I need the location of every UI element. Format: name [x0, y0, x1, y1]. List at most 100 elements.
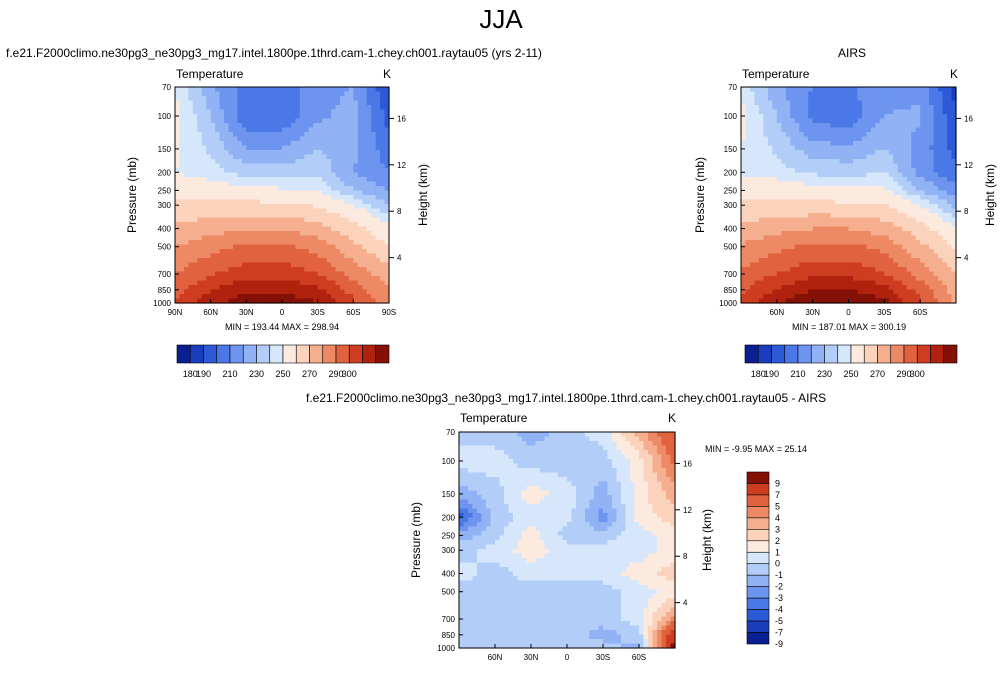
panel-2-data-cell: [893, 114, 899, 120]
panel-2-data-cell: [758, 271, 764, 277]
panel-2-data-cell: [830, 87, 836, 93]
panel-1-data-cell: [237, 136, 243, 142]
panel-2-data-cell: [803, 276, 809, 282]
panel-2-data-cell: [879, 213, 885, 219]
panel-1-data-cell: [357, 118, 363, 124]
panel-1-data-cell: [273, 258, 279, 264]
panel-1-data-cell: [264, 172, 270, 178]
panel-2-data-cell: [875, 87, 881, 93]
panel-1-data-cell: [286, 217, 292, 223]
panel-1-data-cell: [215, 91, 221, 97]
panel-2-data-cell: [947, 154, 953, 160]
panel-2-data-cell: [767, 190, 773, 196]
panel-1-data-cell: [232, 141, 239, 147]
panel-2-data-cell: [758, 258, 764, 264]
panel-1-data-cell: [259, 105, 265, 111]
panel-2-data-cell: [803, 154, 809, 160]
panel-2-data-cell: [808, 177, 814, 183]
panel-2-data-cell: [781, 276, 787, 282]
panel-1-data-cell: [215, 235, 221, 241]
panel-2-data-cell: [839, 249, 845, 255]
panel-1-data-cell: [237, 186, 243, 192]
panel-1-data-cell: [331, 208, 337, 214]
panel-2-data-cell: [920, 123, 926, 129]
panel-1-data-cell: [246, 235, 252, 241]
panel-1-data-cell: [259, 258, 265, 264]
panel-1-data-cell: [224, 298, 230, 304]
panel-2-data-cell: [852, 186, 859, 192]
panel-2-data-cell: [942, 271, 948, 277]
panel-2-data-cell: [888, 163, 894, 169]
panel-2-data-cell: [781, 91, 787, 97]
panel-1-data-cell: [201, 181, 207, 187]
panel-1-data-cell: [210, 249, 216, 255]
panel-1-data-cell: [339, 96, 346, 102]
panel-1-data-cell: [366, 177, 372, 183]
panel-1-data-cell: [299, 118, 305, 124]
panel-1-data-cell: [179, 145, 185, 151]
panel-2-data-cell: [848, 258, 854, 264]
panel-2-data-cell: [794, 109, 800, 115]
panel-1-data-cell: [371, 285, 377, 291]
panel-2-data-cell: [924, 177, 930, 183]
height-tick-label: 8: [964, 207, 969, 216]
panel-2-data-cell: [808, 186, 814, 192]
panel-1-data-cell: [286, 87, 292, 93]
panel-2-data-cell: [884, 163, 890, 169]
panel-2-data-cell: [861, 172, 868, 178]
panel-2-data-cell: [884, 294, 890, 300]
panel-1-data-cell: [304, 145, 310, 151]
panel-3-data-cell: [670, 432, 676, 438]
panel-1-data-cell: [317, 168, 323, 174]
panel-1-data-cell: [201, 159, 207, 165]
panel-3-data-cell: [540, 450, 546, 456]
panel-2-data-cell: [848, 298, 854, 304]
panel-1-data-cell: [215, 141, 221, 147]
panel-1-data-cell: [210, 123, 216, 129]
panel-1-data-cell: [219, 253, 225, 259]
panel-2-data-cell: [790, 123, 796, 129]
panel-2-data-cell: [844, 280, 850, 286]
panel-2-data-cell: [749, 195, 756, 201]
panel-1-data-cell: [277, 186, 283, 192]
panel-1-data-cell: [286, 195, 292, 201]
panel-1-data-cell: [175, 262, 181, 268]
panel-2-data-cell: [803, 163, 809, 169]
panel-2-data-cell: [817, 199, 823, 205]
panel-1-data-cell: [259, 276, 265, 282]
panel-1-data-cell: [282, 100, 288, 106]
panel-3-data-cell: [666, 450, 672, 456]
panel-1-data-cell: [237, 262, 243, 268]
panel-1-data-cell: [206, 249, 212, 255]
panel-1-data-cell: [290, 253, 296, 259]
panel-1-data-cell: [339, 114, 346, 120]
panel-2-data-cell: [794, 172, 800, 178]
panel-2-data-cell: [794, 177, 800, 183]
panel-1-data-cell: [232, 226, 239, 232]
panel-1-data-cell: [273, 267, 279, 273]
panel-2-data-cell: [749, 118, 756, 124]
panel-1-data-cell: [259, 217, 265, 223]
panel-1-data-cell: [371, 168, 377, 174]
panel-2-data-cell: [763, 235, 769, 241]
panel-1-data-cell: [380, 280, 386, 286]
panel-1-data-cell: [282, 276, 288, 282]
panel-1-data-cell: [322, 199, 328, 205]
panel-1-data-cell: [299, 276, 305, 282]
panel-3-data-cell: [670, 436, 676, 442]
panel-2-data-cell: [866, 213, 872, 219]
panel-2-data-cell: [758, 136, 764, 142]
panel-2-data-cell: [767, 109, 773, 115]
panel-1-data-cell: [299, 195, 305, 201]
panel-2-data-cell: [741, 222, 747, 228]
panel-1-data-cell: [246, 91, 252, 97]
panel-2-data-cell: [808, 298, 814, 304]
panel-1-data-cell: [295, 285, 301, 291]
panel-1-data-cell: [192, 262, 198, 268]
pressure-tick-label: 150: [724, 145, 738, 154]
panel-2-data-cell: [870, 253, 876, 259]
panel-2-data-cell: [776, 276, 782, 282]
panel-1-data-cell: [331, 132, 337, 138]
panel-2-data-cell: [830, 285, 836, 291]
panel-1-data-cell: [246, 213, 252, 219]
